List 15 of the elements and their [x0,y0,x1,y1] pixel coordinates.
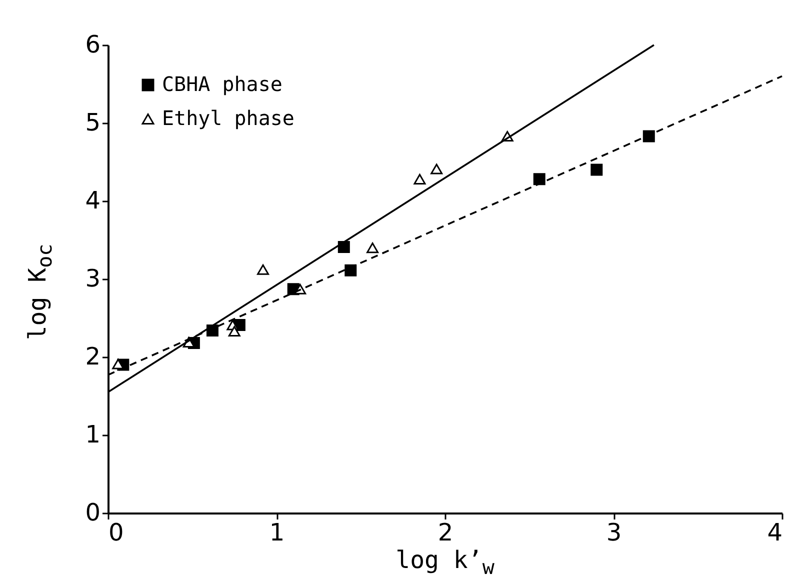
y-tick-label: 2 [85,342,100,370]
y-tick-label: 1 [85,420,100,448]
y-tick-label: 5 [85,108,100,136]
x-tick-label: 0 [108,518,124,546]
legend-label: Ethyl phase [162,106,294,130]
x-tick-label: 3 [606,518,622,546]
x-tick-label: 2 [438,518,454,546]
y-tick-label: 6 [85,30,100,58]
y-tick-label: 0 [85,498,100,526]
y-tick-label: 4 [85,186,100,214]
x-tick-label: 4 [767,518,782,546]
x-axis-title: log k’$_{w}$ [396,546,494,579]
y-tick-label: 3 [85,264,100,292]
x-tick-label: 1 [269,518,285,546]
legend-label: CBHA phase [162,72,282,96]
